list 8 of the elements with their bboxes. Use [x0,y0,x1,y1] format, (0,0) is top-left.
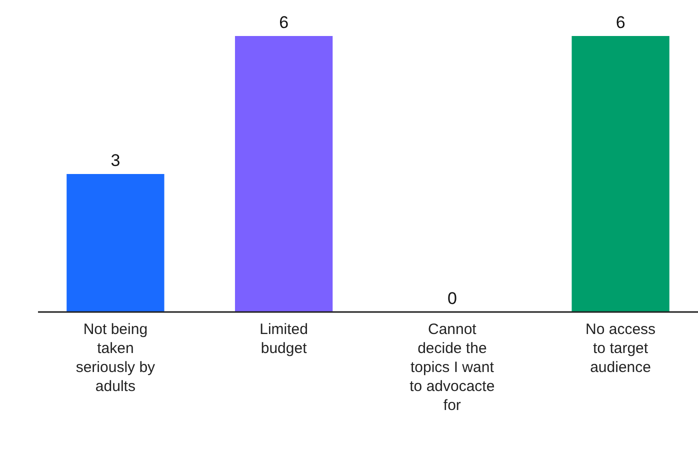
data-label: 0 [447,289,457,308]
data-label: 6 [279,13,289,32]
x-tick-label: No access to target audience [586,321,656,376]
data-label: 6 [616,13,626,32]
data-label: 3 [110,151,120,170]
x-tick-label: Cannot decide the topics I want to advocacte for [410,321,495,414]
x-tick-label: Not being taken seriously by adults [76,321,156,395]
x-tick-label: Limited budget [260,321,308,357]
